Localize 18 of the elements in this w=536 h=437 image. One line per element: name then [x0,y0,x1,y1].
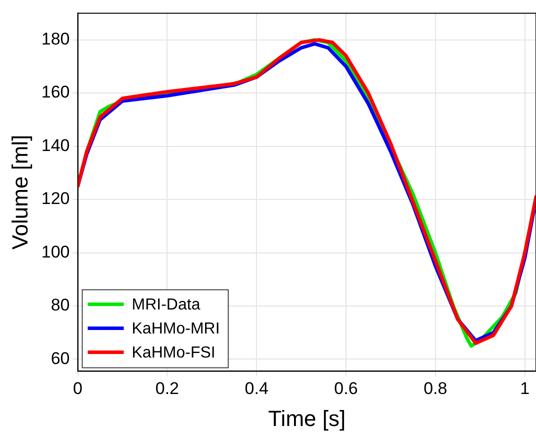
y-axis-title: Volume [ml] [7,134,32,250]
x-tick-label: 0.8 [424,379,448,398]
x-axis-title: Time [s] [268,406,346,431]
legend-label: KaHMo-MRI [132,320,220,338]
y-tick-label: 100 [41,242,70,262]
y-tick-label: 120 [41,189,70,208]
x-tick-label: 0.6 [334,379,358,398]
y-tick-label: 80 [50,296,70,315]
x-tick-label: 0.4 [244,379,268,398]
legend-label: KaHMo-FSI [132,344,216,362]
y-tick-label: 180 [41,30,70,49]
y-tick-label: 140 [41,136,70,155]
x-tick-label: 0.2 [155,379,179,398]
legend-label: MRI-Data [132,296,200,314]
x-tick-label: 0 [73,379,82,398]
x-tick-label: 1 [520,379,530,398]
y-tick-label: 160 [41,82,70,102]
y-tick-label: 60 [50,348,70,368]
